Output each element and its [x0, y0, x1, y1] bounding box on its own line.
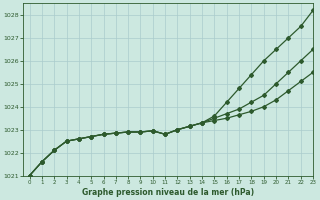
X-axis label: Graphe pression niveau de la mer (hPa): Graphe pression niveau de la mer (hPa) — [82, 188, 254, 197]
